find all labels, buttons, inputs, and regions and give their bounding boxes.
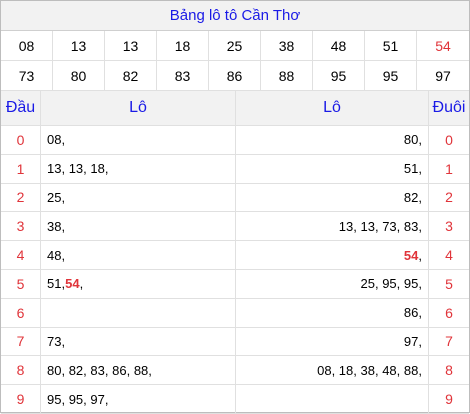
lotto-number: 38 [261, 31, 313, 61]
lo-right-cell: 51, [236, 154, 429, 183]
table-row: 8 80, 82, 83, 86, 88, 08, 18, 38, 48, 88, 8 [1, 356, 469, 386]
lo-left-cell: 73, [41, 327, 236, 356]
dau-cell: 3 [1, 212, 41, 241]
table-header: Đầu Lô Lô Đuôi [1, 91, 469, 126]
highlighted-number: 54 [403, 247, 419, 263]
lotto-number: 95 [313, 61, 365, 91]
lo-left-cell: 95, 95, 97, [41, 385, 236, 413]
table-row: 7 73, 97, 7 [1, 327, 469, 357]
dau-cell: 7 [1, 327, 41, 356]
duoi-cell: 8 [445, 362, 453, 379]
duoi-cell: 1 [445, 160, 453, 177]
lotto-number: 08 [1, 31, 53, 61]
numbers-row-2: 73 80 82 83 86 88 95 95 97 [1, 61, 469, 91]
table-row: 1 13, 13, 18, 51, 1 [1, 154, 469, 184]
lo-right-cell: 13, 13, 73, 83, [236, 212, 429, 241]
lotto-number: 82 [105, 61, 157, 91]
header-dau: Đầu [1, 91, 41, 125]
lotto-number: 25 [209, 31, 261, 61]
lotto-number: 54 [417, 31, 469, 61]
lotto-number: 51 [365, 31, 417, 61]
dau-cell: 1 [1, 154, 41, 183]
lo-left-cell: 51, 54, [41, 269, 236, 298]
lo-left-cell: 38, [41, 212, 236, 241]
duoi-cell: 7 [445, 333, 453, 350]
lotto-number: 73 [1, 61, 53, 91]
duoi-cell: 0 [445, 131, 453, 148]
duoi-cell: 6 [445, 304, 453, 321]
lo-right-cell: 08, 18, 38, 48, 88, [236, 356, 429, 385]
table-row: 9 95, 95, 97, 9 [1, 385, 469, 414]
duoi-cell: 3 [445, 218, 453, 235]
lotto-number: 13 [53, 31, 105, 61]
table-row: 2 25, 82, 2 [1, 183, 469, 213]
dau-cell: 0 [1, 126, 41, 154]
table-row: 4 48, 54, 4 [1, 241, 469, 270]
lotto-number: 83 [157, 61, 209, 91]
duoi-cell: 4 [445, 247, 453, 264]
lo-left-cell: 13, 13, 18, [41, 154, 236, 183]
table-title: Bảng lô tô Cần Thơ [1, 1, 469, 31]
header-duoi: Đuôi [432, 99, 466, 116]
table-row: 3 38, 13, 13, 73, 83, 3 [1, 212, 469, 242]
lo-right-cell: 25, 95, 95, [236, 269, 429, 298]
dau-duoi-table: Đầu Lô Lô Đuôi 0 08, 80, 0 1 13, 13, 18, 51, 1 2… [1, 91, 469, 414]
lo-right-cell: 80, [236, 126, 429, 154]
dau-cell: 4 [1, 241, 41, 269]
lo-right-cell: 97, [236, 327, 429, 356]
lo-left-cell: 08, [41, 126, 236, 154]
lo-right-cell: 82, [236, 183, 429, 212]
lotto-number: 88 [261, 61, 313, 91]
duoi-cell: 2 [445, 189, 453, 206]
dau-cell: 5 [1, 269, 41, 298]
highlighted-number: 54 [65, 276, 80, 292]
table-row: 0 08, 80, 0 [1, 126, 469, 155]
dau-cell: 2 [1, 183, 41, 212]
lo-left-cell [41, 298, 236, 327]
lotto-number: 18 [157, 31, 209, 61]
table-body: 0 08, 80, 0 1 13, 13, 18, 51, 1 2 25, 82, 2 3 38, 13, … [1, 126, 469, 414]
lo-left-cell: 25, [41, 183, 236, 212]
dau-cell: 8 [1, 356, 41, 385]
table-row: 5 51, 54, 25, 95, 95, 5 [1, 269, 469, 299]
duoi-cell: 9 [445, 391, 453, 408]
header-lo-left: Lô [41, 91, 236, 125]
lo-right-cell: 86, [236, 298, 429, 327]
dau-cell: 9 [1, 385, 41, 413]
table-row: 6 86, 6 [1, 298, 469, 328]
lotto-number: 86 [209, 61, 261, 91]
lo-left-cell: 48, [41, 241, 236, 269]
lotto-number: 97 [417, 61, 469, 91]
lotto-number: 48 [313, 31, 365, 61]
lotto-number: 80 [53, 61, 105, 91]
lotto-number: 95 [365, 61, 417, 91]
lo-right-cell: 54, [236, 241, 429, 269]
lo-left-cell: 80, 82, 83, 86, 88, [41, 356, 236, 385]
dau-cell: 6 [1, 298, 41, 327]
lo-right-cell [236, 385, 429, 413]
numbers-row-1: 08 13 13 18 25 38 48 51 54 [1, 31, 469, 61]
header-lo-right: Lô [236, 91, 429, 125]
duoi-cell: 5 [445, 275, 453, 292]
lotto-number: 13 [105, 31, 157, 61]
